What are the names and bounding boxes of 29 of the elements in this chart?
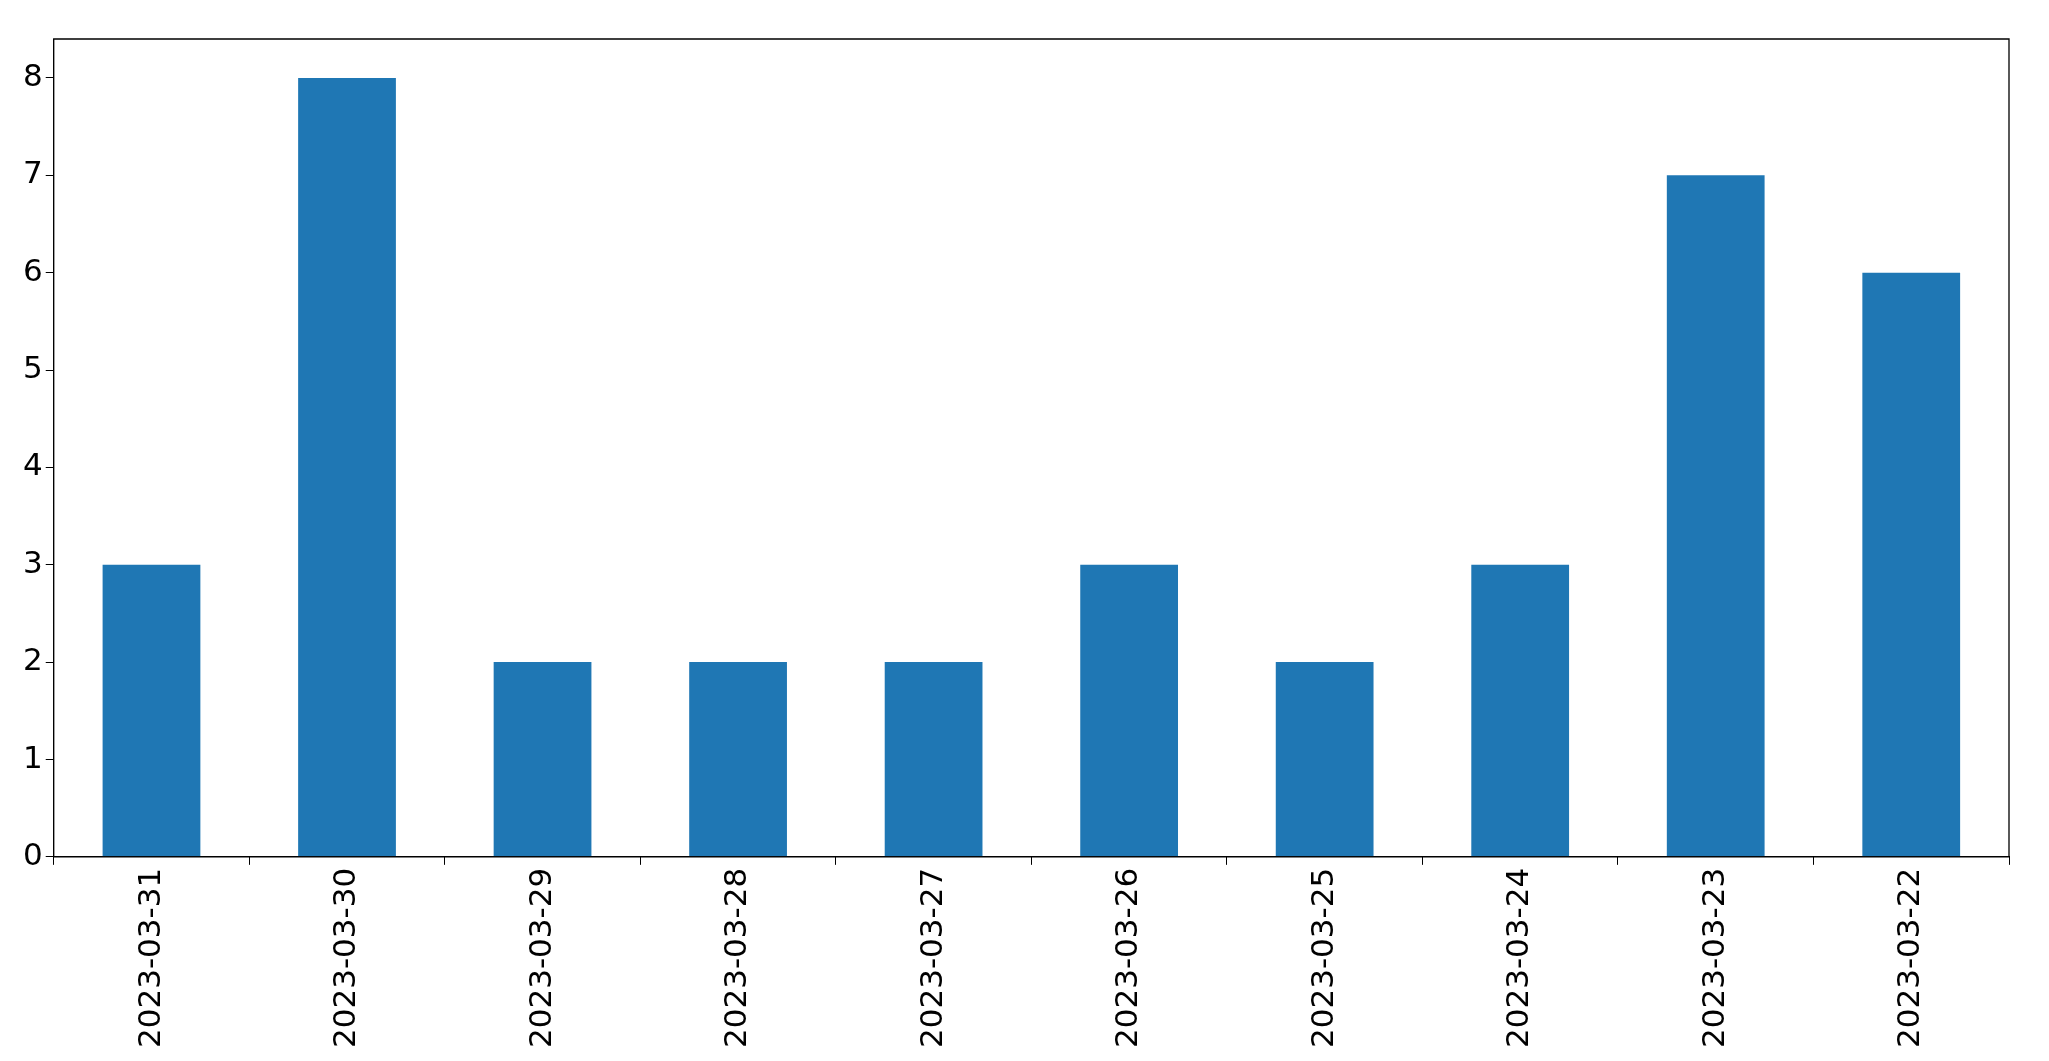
y-tick-label: 3 <box>22 543 43 580</box>
y-tick-label: 6 <box>22 251 43 288</box>
y-tick-label: 8 <box>22 56 43 93</box>
bar <box>1666 175 1765 857</box>
bar <box>298 77 396 857</box>
x-tick-label: 2023-03-29 <box>521 867 558 1049</box>
y-tick-label: 7 <box>22 154 43 191</box>
y-tick-label: 5 <box>22 349 43 386</box>
bar <box>1471 564 1570 857</box>
x-tick-label: 2023-03-24 <box>1499 867 1536 1049</box>
bar <box>689 662 787 857</box>
bar <box>1080 564 1179 857</box>
x-tick-label: 2023-03-25 <box>1303 867 1340 1049</box>
x-tick-label: 2023-03-27 <box>912 867 949 1049</box>
bar <box>493 662 592 857</box>
x-tick-label: 2023-03-31 <box>130 867 167 1049</box>
x-tick-label: 2023-03-26 <box>1108 867 1145 1049</box>
bar <box>1275 662 1374 857</box>
y-tick-label: 0 <box>22 835 43 872</box>
x-tick-label: 2023-03-30 <box>326 867 363 1049</box>
bar <box>102 564 201 857</box>
y-tick-label: 4 <box>22 446 43 483</box>
y-tick-label: 1 <box>22 738 43 775</box>
y-tick-label: 2 <box>22 641 43 678</box>
x-tick-label: 2023-03-23 <box>1694 867 1731 1049</box>
x-tick-label: 2023-03-28 <box>717 867 754 1049</box>
bar <box>884 662 983 857</box>
x-tick-label: 2023-03-22 <box>1890 867 1927 1049</box>
bar <box>1862 272 1961 857</box>
